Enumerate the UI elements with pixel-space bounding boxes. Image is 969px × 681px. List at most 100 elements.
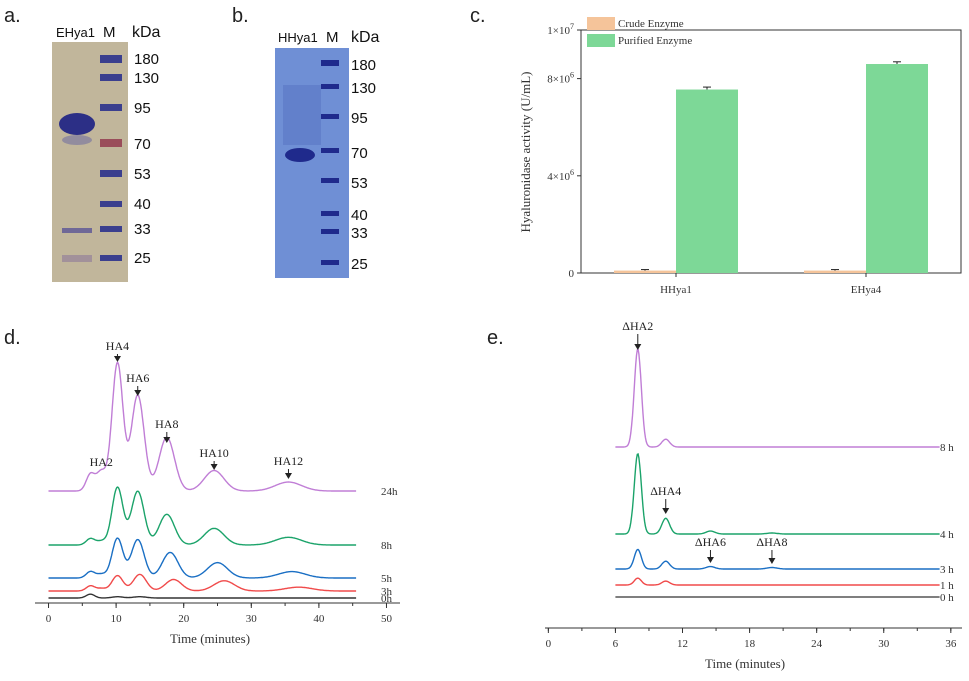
gel-a-marker-180: 180: [134, 51, 159, 68]
chart-d-xtick-label: 40: [313, 613, 325, 625]
chart-e-trace-label-1h: 1 h: [940, 580, 954, 592]
gel-b-marker-band: [321, 229, 339, 234]
chart-d-annotation-HA10: HA10: [199, 446, 228, 460]
chart-d-annotation-HA2: HA2: [90, 455, 113, 469]
gel-b-sample-label: HHya1: [278, 30, 318, 45]
chart-c-bar: 0 4×106 8×106 1×107 HHya1 EHya4 Hyaluronidas…: [518, 17, 962, 296]
chart-e-trace-label-8h: 8 h: [940, 442, 954, 454]
chart-c-ytick-label: 0: [569, 268, 575, 280]
gel-b-marker-band: [321, 84, 339, 89]
gel-a-background: [52, 42, 128, 282]
chart-c-legend-swatch-purified: [587, 34, 615, 47]
gel-a-marker-band: [100, 55, 122, 63]
chart-c-bar-crude-ehya4: [804, 270, 866, 273]
gel-b-marker-33: 33: [351, 225, 368, 242]
gel-b-marker-band: [321, 60, 339, 66]
gel-a-marker-130: 130: [134, 70, 159, 87]
gel-b-marker-70: 70: [351, 145, 368, 162]
chart-c-bar-purified-ehya4: [866, 64, 928, 274]
gel-a-main-band: [59, 113, 95, 135]
gel-b-smear: [283, 85, 321, 145]
gel-b-marker-180: 180: [351, 57, 376, 74]
chart-e-xtick-label: 12: [677, 638, 688, 650]
gel-b-marker-band: [321, 260, 339, 265]
gel-a-marker-band: [100, 226, 122, 232]
gel-b-marker-25: 25: [351, 256, 368, 273]
chart-e-trace-8h: [615, 348, 940, 448]
gel-b-marker-band: [321, 178, 339, 183]
chart-e-trace-1h: [615, 577, 940, 586]
gel-b-background: [275, 48, 349, 278]
gel-a-marker-53: 53: [134, 166, 151, 183]
chart-c-bar-purified-hhya1: [676, 89, 738, 273]
panel-label-a: a.: [4, 5, 21, 27]
chart-e-chromatogram: 0 6 12 18 24 30 36 8 h 4 h 3 h 1 h0 h ΔHA2 ΔHA4 ΔHA…: [545, 319, 962, 671]
chart-d-trace-8h: [48, 486, 357, 546]
chart-c-frame: [580, 29, 962, 274]
gel-b: HHya1 M kDa 180 130 95 70 53 40 33 25: [275, 29, 380, 278]
chart-c-ylabel: Hyaluronidase activity (U/mL): [518, 71, 533, 232]
chart-d-trace-5h: [48, 537, 357, 579]
panel-label-b: b.: [232, 5, 249, 27]
chart-e-annotation-HA4: ΔHA4: [650, 484, 681, 498]
gel-a-shade: [52, 42, 128, 282]
chart-c-ytick-label: 8×106: [547, 71, 574, 86]
chart-d-trace-label-5h: 5h: [381, 573, 393, 585]
chart-e-arrow-head: [662, 508, 670, 514]
chart-c-ytick-label: 4×106: [547, 168, 574, 183]
chart-c-bar-crude-hhya1: [614, 270, 676, 273]
chart-d-trace-label-0h: 0h: [381, 593, 393, 605]
chart-d-xtick-label: 10: [111, 613, 123, 625]
chart-c-legend-purified: Purified Enzyme: [618, 35, 692, 47]
gel-b-marker-band: [321, 114, 339, 119]
chart-e-trace-label-0h: 0 h: [940, 592, 954, 604]
chart-c-legend-crude: Crude Enzyme: [618, 18, 684, 30]
gel-a-marker-band: [100, 139, 122, 147]
chart-d-arrow-head: [284, 473, 292, 479]
chart-d-arrow-head: [210, 464, 218, 470]
gel-a-marker-25: 25: [134, 250, 151, 267]
chart-d-arrow-head: [113, 356, 121, 362]
chart-d-trace-label-3h: 3h: [381, 586, 393, 598]
chart-d-trace-24h: [48, 361, 357, 492]
chart-d-annotation-HA8: HA8: [155, 417, 178, 431]
chart-e-xtick-label: 6: [613, 638, 619, 650]
chart-e-trace-4h: [615, 452, 940, 535]
chart-e-arrow-head: [706, 557, 714, 563]
gel-b-marker-label: M: [326, 29, 339, 46]
chart-d-xtick-label: 30: [246, 613, 258, 625]
gel-a-marker-95: 95: [134, 100, 151, 117]
chart-c-legend-swatch-crude: [587, 17, 615, 30]
chart-e-arrow-head: [768, 558, 776, 564]
gel-a-minor-band: [62, 228, 92, 233]
chart-e-annotation-HA2: ΔHA2: [622, 319, 653, 333]
gel-a-marker-band: [100, 201, 122, 207]
gel-a-marker-33: 33: [134, 221, 151, 238]
chart-d-xtick-label: 0: [46, 613, 52, 625]
gel-a: EHya1 M kDa 180 130 95 70 53 40 33 25: [52, 24, 161, 282]
chart-e-xtick-label: 0: [546, 638, 552, 650]
chart-e-xlabel: Time (minutes): [705, 656, 785, 671]
gel-b-marker-40: 40: [351, 207, 368, 224]
chart-d-arrow-head: [134, 390, 142, 396]
chart-e-xtick-label: 18: [744, 638, 756, 650]
gel-a-marker-band: [100, 74, 122, 81]
chart-c-xtick-label-hhya1: HHya1: [660, 284, 692, 296]
gel-b-marker-band: [321, 148, 339, 153]
gel-a-unit: kDa: [132, 24, 161, 41]
panel-label-e: e.: [487, 327, 504, 349]
gel-a-minor-band-2: [62, 255, 92, 262]
chart-d-trace-0h: [48, 593, 357, 599]
chart-e-trace-3h: [615, 548, 940, 570]
chart-c-xtick-label-ehya4: EHya4: [851, 284, 882, 296]
gel-b-unit: kDa: [351, 29, 380, 46]
chart-d-xlabel: Time (minutes): [170, 631, 250, 646]
panel-label-c: c.: [470, 5, 486, 27]
chart-d-annotation-HA6: HA6: [126, 371, 149, 385]
chart-e-annotation-HA6: ΔHA6: [695, 535, 726, 549]
chart-d-trace-label-8h: 8h: [381, 540, 393, 552]
chart-d-trace-3h: [48, 573, 357, 592]
gel-a-band-smear: [62, 135, 92, 145]
gel-a-marker-band: [100, 255, 122, 261]
